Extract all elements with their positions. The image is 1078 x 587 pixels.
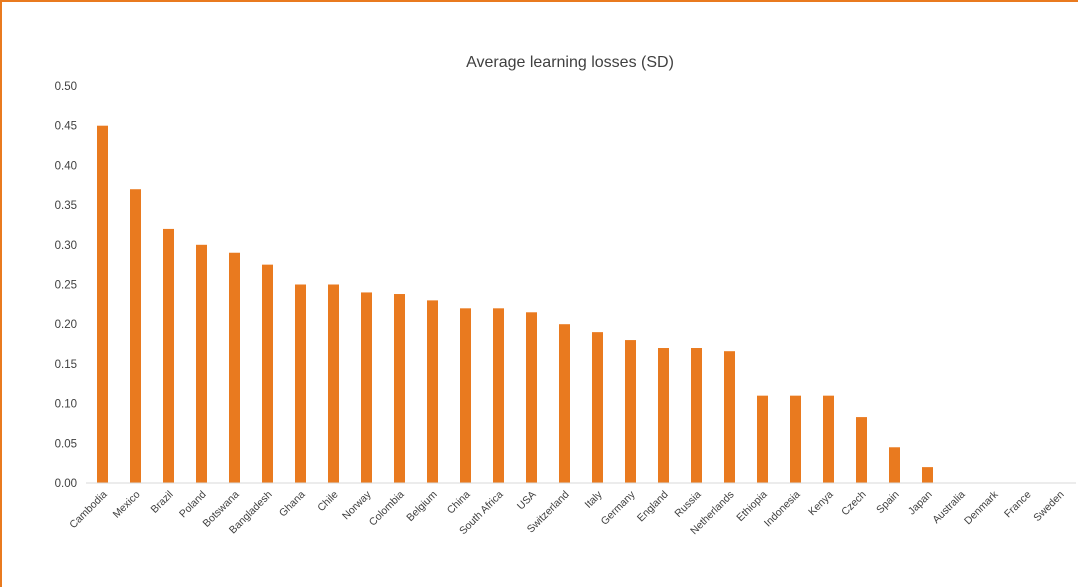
x-tick-label: Czech <box>839 489 869 519</box>
bar-russia <box>691 348 702 483</box>
x-tick-label: France <box>1002 489 1034 521</box>
y-tick-label: 0.50 <box>55 81 77 93</box>
bar-mexico <box>130 189 141 483</box>
x-tick-label: Belgium <box>404 488 439 523</box>
y-tick-label: 0.45 <box>55 121 77 133</box>
y-tick-label: 0.10 <box>55 399 77 411</box>
x-tick-label: Sweden <box>1031 489 1066 524</box>
x-tick-label: Russia <box>672 489 703 520</box>
x-tick-label: Japan <box>906 489 935 518</box>
x-tick-label: Ghana <box>277 489 308 520</box>
x-tick-label: Italy <box>583 488 606 511</box>
x-tick-label: Chile <box>315 489 341 515</box>
y-tick-label: 0.35 <box>55 200 77 212</box>
x-tick-label: Cambodia <box>67 489 109 531</box>
bar-kenya <box>823 395 834 483</box>
x-tick-label: Poland <box>177 489 209 521</box>
bar-colombia <box>394 294 405 483</box>
y-tick-label: 0.40 <box>55 160 77 172</box>
bar-japan <box>922 467 933 483</box>
x-tick-label: Colombia <box>367 489 407 529</box>
y-axis: 0.00 0.05 0.10 0.15 0.20 0.25 0.30 0.35 0.40 0.45… <box>55 81 77 490</box>
x-tick-label: England <box>635 489 671 525</box>
x-tick-label: Brazil <box>149 489 176 516</box>
x-tick-label: Australia <box>930 489 967 526</box>
y-tick-label: 0.25 <box>55 280 77 292</box>
bar-netherlands <box>724 351 735 483</box>
bar-brazil <box>163 228 174 483</box>
bar-norway <box>361 292 372 483</box>
y-tick-label: 0.15 <box>55 359 77 371</box>
bar-czech <box>856 417 867 483</box>
bar-indonesia <box>790 395 801 483</box>
y-tick-label: 0.00 <box>55 478 77 490</box>
bar-switzerland <box>559 324 570 483</box>
bar-botswana <box>229 252 240 483</box>
x-tick-label: Denmark <box>962 488 1001 527</box>
bar-poland <box>196 244 207 483</box>
bar-italy <box>592 332 603 483</box>
bar-germany <box>625 340 636 483</box>
bar-belgium <box>427 300 438 483</box>
bar-usa <box>526 312 537 483</box>
bar-china <box>460 308 471 483</box>
bar-south-africa <box>493 308 504 483</box>
x-tick-label: Mexico <box>111 489 143 521</box>
chart-title: Average learning losses (SD) <box>466 54 674 71</box>
bar-bangladesh <box>262 264 273 483</box>
bar-spain <box>889 447 900 483</box>
bar-cambodia <box>97 125 108 483</box>
x-tick-label: China <box>445 489 473 517</box>
bar-chile <box>328 284 339 483</box>
x-tick-label: Indonesia <box>762 489 803 530</box>
y-tick-label: 0.30 <box>55 240 77 252</box>
bars <box>97 125 933 483</box>
x-tick-label: Kenya <box>806 489 836 519</box>
y-tick-label: 0.20 <box>55 319 77 331</box>
x-tick-label: Germany <box>599 488 639 528</box>
x-tick-label: Spain <box>874 489 902 517</box>
y-tick-label: 0.05 <box>55 438 77 450</box>
bar-ethiopia <box>757 395 768 483</box>
bar-england <box>658 348 669 483</box>
x-axis: Cambodia Mexico Brazil PolandBotswanaBangla… <box>67 488 1066 537</box>
bar-ghana <box>295 284 306 483</box>
x-tick-label: USA <box>515 489 539 513</box>
